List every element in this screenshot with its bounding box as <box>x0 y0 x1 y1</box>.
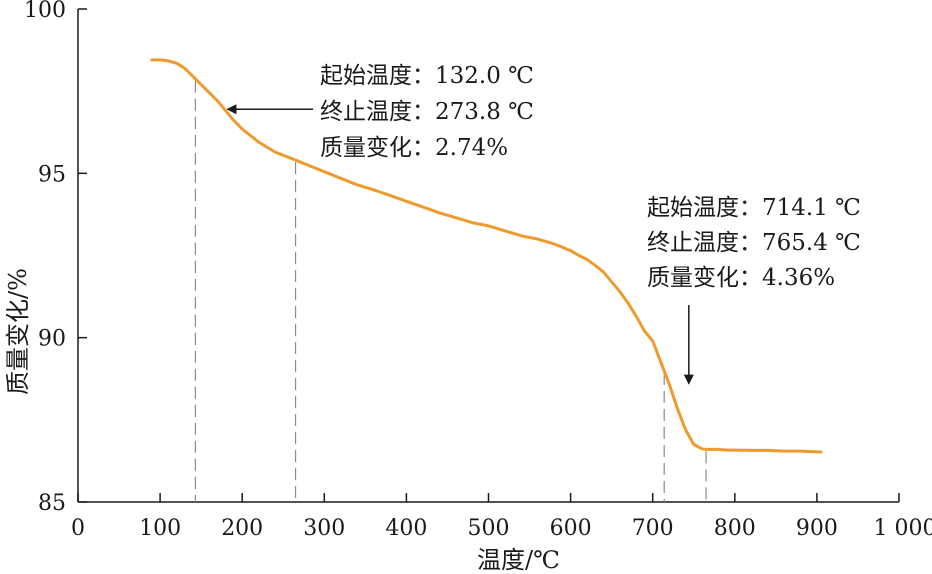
x-tick-label: 100 <box>139 516 181 541</box>
annotation-text-line: 起始温度：714.1 ℃ <box>647 195 861 221</box>
y-tick-label: 85 <box>38 491 66 516</box>
reference-lines <box>194 80 707 502</box>
x-tick-label: 300 <box>303 516 345 541</box>
x-tick-label: 900 <box>796 516 838 541</box>
annotation-text-line: 质量变化：4.36% <box>647 265 835 291</box>
annotation-text-line: 质量变化：2.74% <box>320 135 508 161</box>
y-tick-label: 90 <box>38 327 66 352</box>
x-axis-title: 温度/℃ <box>477 546 560 574</box>
y-axis-title: 质量变化/% <box>4 268 32 395</box>
x-tick-label: 200 <box>221 516 263 541</box>
annotations: 起始温度：132.0 ℃ 终止温度：273.8 ℃ 质量变化：2.74% 起始温度：7… <box>226 63 861 385</box>
annotation-block: 起始温度：132.0 ℃ 终止温度：273.8 ℃ 质量变化：2.74% <box>226 63 534 161</box>
x-tick-label: 700 <box>632 516 674 541</box>
x-ticks: 0 100 200 300 400 500 600 700 800 900 1 000 <box>71 493 932 541</box>
annotation-text-line: 终止温度：273.8 ℃ <box>320 99 534 125</box>
y-tick-label: 100 <box>24 0 66 23</box>
x-tick-label: 600 <box>550 516 592 541</box>
x-tick-label: 800 <box>714 516 756 541</box>
series-line-mass-change <box>150 58 823 454</box>
x-tick-label: 1 000 <box>874 516 932 541</box>
annotation-block: 起始温度：714.1 ℃ 终止温度：765.4 ℃ 质量变化：4.36% <box>647 195 861 385</box>
x-tick-label: 500 <box>468 516 510 541</box>
x-tick-label: 0 <box>71 516 85 541</box>
annotation-text-line: 终止温度：765.4 ℃ <box>647 230 861 256</box>
x-tick-label: 400 <box>385 516 427 541</box>
annotation-text-line: 起始温度：132.0 ℃ <box>320 63 534 89</box>
y-tick-label: 95 <box>38 162 66 187</box>
y-ticks: 85 90 95 100 <box>24 0 87 516</box>
